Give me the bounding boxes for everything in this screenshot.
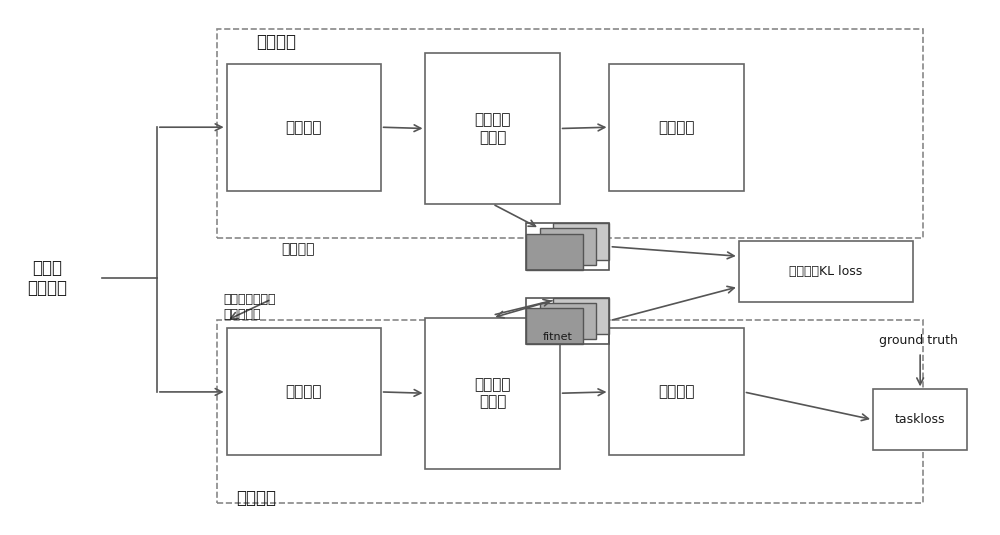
Bar [526, 233, 583, 270]
Bar [526, 308, 583, 344]
Bar [553, 224, 609, 259]
Bar [425, 318, 560, 469]
Bar [873, 389, 967, 450]
Bar [217, 320, 923, 503]
Text: taskloss: taskloss [895, 413, 945, 426]
Text: 预测网络: 预测网络 [658, 120, 695, 135]
Bar [227, 328, 381, 455]
Bar [227, 64, 381, 191]
Bar [526, 297, 609, 344]
Bar [217, 29, 923, 239]
Bar [526, 224, 609, 270]
Text: 车道线
训练图像: 车道线 训练图像 [28, 259, 68, 297]
Bar [609, 328, 744, 455]
Text: 学生模型: 学生模型 [236, 489, 276, 507]
Bar [425, 53, 560, 204]
Text: ground truth: ground truth [879, 334, 958, 347]
Bar [553, 297, 609, 334]
Text: 主干网络: 主干网络 [285, 385, 322, 400]
Text: 预测网络: 预测网络 [658, 385, 695, 400]
Bar [609, 64, 744, 191]
Text: 特征金字
塔网络: 特征金字 塔网络 [474, 377, 511, 409]
Text: 特征金字
塔网络: 特征金字 塔网络 [474, 112, 511, 145]
Bar [540, 303, 596, 339]
Text: 使用训好的模型
权重初始化: 使用训好的模型 权重初始化 [224, 293, 276, 321]
Text: 教师模型: 教师模型 [256, 34, 296, 51]
Text: 主干网络: 主干网络 [285, 120, 322, 135]
Bar [540, 228, 596, 265]
Text: 主干网络: 主干网络 [281, 242, 315, 256]
Bar [739, 241, 913, 302]
Text: fitnet: fitnet [543, 332, 573, 342]
Text: 通道维度KL loss: 通道维度KL loss [789, 265, 862, 278]
